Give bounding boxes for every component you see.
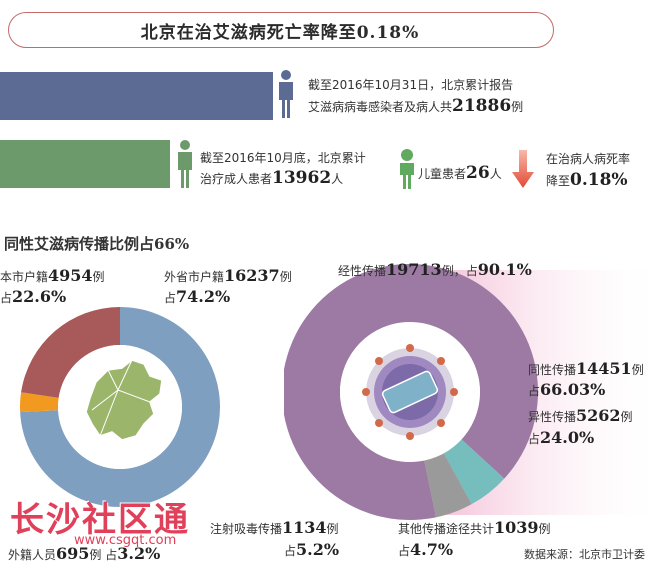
slice-sexual-transmission [284, 264, 538, 520]
data-source: 数据来源：北京市卫计委 [524, 548, 645, 561]
title-banner [8, 12, 554, 48]
virus-icon [362, 344, 458, 440]
homosexual-label: 同性传播14451例 [528, 359, 644, 378]
slice-other-province [20, 307, 221, 507]
death-rate-line2: 降至0.18% [546, 170, 628, 190]
transmission-donut-chart [284, 264, 666, 520]
slice-other-route [424, 453, 472, 518]
total-cases-line2: 艾滋病病毒感染者及病人共21886例 [308, 96, 524, 116]
children-stat: 儿童患者26人 [418, 163, 502, 183]
foreign-label: 外籍人员695例 占3.2% [8, 544, 161, 563]
drug-injection-pct: 占5.2% [284, 540, 340, 559]
treated-patients-bar [0, 140, 170, 188]
child-icon [400, 149, 414, 189]
site-watermark-url: www.csgqt.com [74, 533, 177, 548]
local-household-label: 本市户籍4954例 [0, 266, 105, 285]
total-cases-line1: 截至2016年10月31日，北京累计报告 [308, 78, 514, 92]
death-rate-value: 0.18% [570, 170, 628, 190]
person-icon [279, 70, 293, 118]
other-province-pct: 占74.2% [164, 287, 231, 306]
local-household-pct: 占22.6% [0, 287, 67, 306]
page-title: 北京在治艾滋病死亡率降至0.18% [140, 23, 420, 43]
sexual-transmission-label: 经性传播19713例，占90.1% [338, 260, 532, 279]
treated-line1: 截至2016年10月底，北京累计 [200, 151, 366, 165]
total-cases-value: 21886 [452, 96, 512, 116]
death-rate-line1: 在治病人病死率 [546, 152, 631, 166]
down-arrow-icon [512, 150, 534, 188]
treated-line2: 治疗成人患者13962人 [200, 168, 344, 188]
slice-drug-injection [443, 439, 505, 505]
heterosexual-label: 异性传播5262例 [528, 406, 633, 425]
other-province-label: 外省市户籍16237例 [164, 266, 292, 285]
section-title: 同性艾滋病传播比例占66% [4, 235, 190, 253]
other-route-label: 其他传播途径共计1039例 [398, 518, 551, 537]
treated-value: 13962 [272, 168, 332, 188]
drug-injection-label: 注射吸毒传播1134例 [210, 518, 339, 537]
children-value: 26 [466, 163, 490, 183]
other-route-pct: 占4.7% [398, 540, 454, 559]
site-watermark: 长沙社区通 [10, 500, 190, 540]
homosexual-pct: 占66.03% [528, 380, 606, 399]
total-cases-bar [0, 72, 273, 120]
heterosexual-pct: 占24.0% [528, 428, 595, 447]
person-icon [178, 140, 192, 188]
slice-foreign [20, 392, 59, 413]
slice-local-household [21, 307, 121, 398]
household-donut-chart [20, 307, 221, 507]
